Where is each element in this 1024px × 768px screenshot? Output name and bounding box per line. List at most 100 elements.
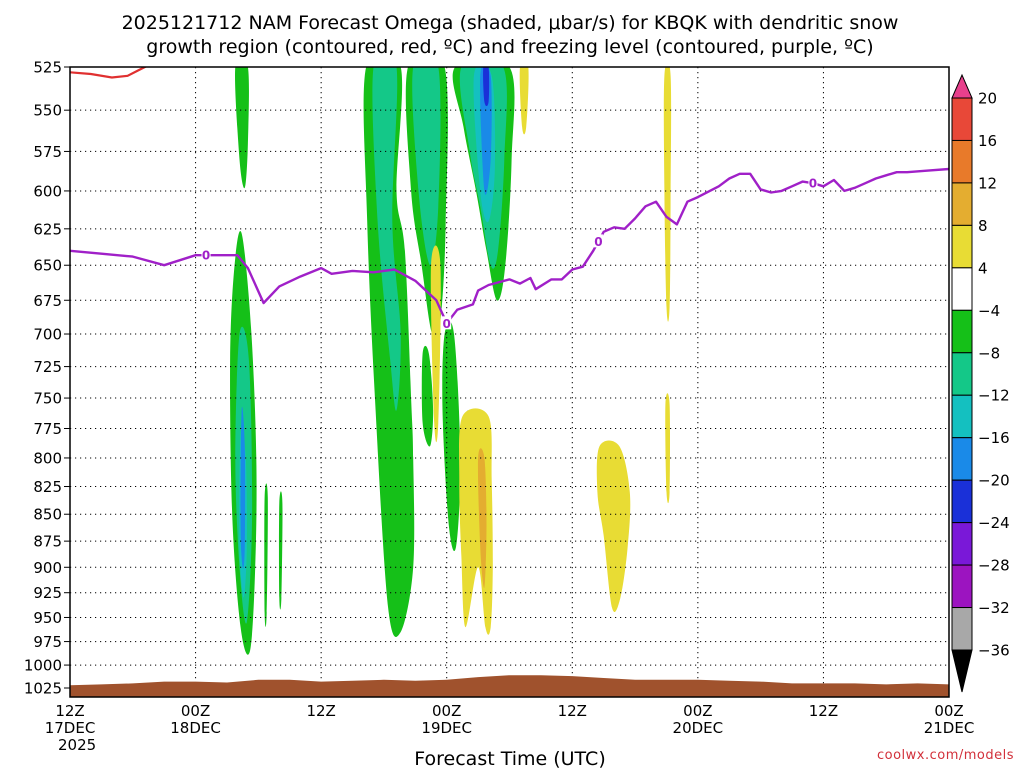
colorbar-top-arrow (951, 73, 973, 99)
colorbar-band-5 (951, 309, 973, 354)
colorbar-band-4 (951, 267, 973, 311)
y-tick-label-700: 700 (33, 326, 62, 344)
y-tick-label-725: 725 (33, 358, 62, 376)
terrain-area (70, 675, 949, 697)
x-tick-label-60-0: 00Z (683, 702, 712, 720)
freezing-level-contour (70, 167, 949, 325)
omega-region-4 (240, 406, 246, 569)
x-tick-label-0-1: 17DEC (45, 719, 96, 737)
colorbar-band-1 (951, 139, 973, 184)
colorbar-band-8 (951, 437, 973, 481)
colorbar-label-12: −32 (978, 599, 1010, 617)
x-tick-label-84-1: 21DEC (924, 719, 975, 737)
y-tick-label-800: 800 (33, 449, 62, 467)
y-tick-label-575: 575 (33, 143, 62, 161)
y-tick-label-850: 850 (33, 506, 62, 524)
x-tick-label-12-0: 00Z (181, 702, 210, 720)
x-tick-label-36-0: 00Z (432, 702, 461, 720)
colorbar-label-3: 8 (978, 217, 988, 235)
colorbar-label-1: 16 (978, 132, 997, 150)
colorbar-band-11 (951, 564, 973, 609)
x-tick-label-24-0: 12Z (306, 702, 335, 720)
x-tick-label-0-2: 2025 (58, 736, 96, 754)
colorbar-label-8: −16 (978, 429, 1010, 447)
x-tick-label-84-0: 00Z (934, 702, 963, 720)
freezing-level-label-2: 0 (594, 235, 602, 249)
y-tick-label-925: 925 (33, 584, 62, 602)
y-tick-label-675: 675 (33, 292, 62, 310)
freezing-level-label-0: 0 (202, 249, 210, 263)
colorbar-label-4: 4 (978, 259, 988, 277)
contour-lines: 0 0 0 0 (70, 67, 949, 331)
x-tick-label-48-0: 12Z (558, 702, 587, 720)
colorbar-band-6 (951, 352, 973, 396)
terrain-ground (70, 675, 949, 697)
y-tick-label-550: 550 (33, 102, 62, 120)
y-tick-label-1025: 1025 (24, 679, 62, 697)
x-tick-label-0-0: 12Z (55, 702, 84, 720)
colorbar-label-11: −28 (978, 557, 1010, 575)
y-tick-label-525: 525 (33, 59, 62, 77)
omega-region-0 (235, 67, 249, 189)
colorbar-label-10: −24 (978, 514, 1010, 532)
omega-region-7 (363, 67, 415, 637)
omega-region-5 (264, 483, 268, 627)
colorbar-label-7: −12 (978, 387, 1010, 405)
y-tick-label-975: 975 (33, 633, 62, 651)
freezing-label-bg (442, 316, 452, 330)
colorbar-label-9: −20 (978, 472, 1010, 490)
colorbar-band-7 (951, 394, 973, 439)
y-axis: 525 550 575 600 625 650 675 700 725 750 775 800 825 8… (24, 59, 70, 697)
colorbar-label-5: −4 (978, 302, 1000, 320)
colorbar-label-13: −36 (978, 642, 1010, 660)
colorbar-band-12 (951, 607, 973, 651)
colorbar-label-6: −8 (978, 344, 1000, 362)
colorbar-bottom-arrow (951, 649, 973, 693)
colorbar-band-0 (951, 97, 973, 141)
omega-region-25 (665, 393, 671, 504)
omega-region-20 (519, 67, 529, 135)
freezing-label-bg (593, 234, 603, 248)
freezing-label-bg (808, 176, 818, 190)
y-tick-label-875: 875 (33, 533, 62, 551)
plot-frame (69, 66, 950, 698)
chart-title-line1: 2025121712 NAM Forecast Omega (shaded, μ… (122, 12, 899, 34)
omega-region-17 (483, 67, 490, 107)
y-tick-label-750: 750 (33, 390, 62, 408)
colorbar-band-9 (951, 479, 973, 524)
omega-region-23 (596, 440, 631, 612)
omega-region-6 (278, 491, 283, 610)
y-tick-label-600: 600 (33, 182, 62, 200)
omega-shading (230, 67, 672, 655)
x-tick-label-72-0: 12Z (809, 702, 838, 720)
omega-region-10 (442, 321, 461, 552)
colorbar-band-3 (951, 224, 973, 269)
y-tick-label-1000: 1000 (24, 657, 62, 675)
y-tick-label-950: 950 (33, 609, 62, 627)
x-tick-label-36-1: 19DEC (421, 719, 472, 737)
y-tick-label-825: 825 (33, 478, 62, 496)
colorbar-legend: 20 16 12 8 4 −4 −8 −12 −16 −20 −24 −28 −32 −36 (951, 73, 1010, 693)
y-tick-label-900: 900 (33, 559, 62, 577)
freezing-level-label-1: 0 (443, 317, 451, 331)
dgz-contour (70, 67, 148, 79)
colorbar-band-10 (951, 522, 973, 566)
colorbar-band-2 (951, 182, 973, 226)
omega-region-24 (663, 67, 672, 322)
omega-region-22 (477, 448, 487, 589)
colorbar-label-0: 20 (978, 90, 997, 108)
colorbar-label-2: 12 (978, 174, 997, 192)
freezing-label-bg (201, 248, 211, 262)
x-tick-label-60-1: 20DEC (673, 719, 724, 737)
chart-title-line2: growth region (contoured, red, ºC) and f… (146, 36, 873, 58)
x-axis-label: Forecast Time (UTC) (414, 748, 605, 768)
freezing-level-label-3: 0 (809, 177, 817, 191)
omega-region-8 (421, 345, 434, 447)
omega-region-19 (430, 245, 441, 443)
omega-region-13 (412, 67, 441, 266)
x-tick-label-12-1: 18DEC (170, 719, 221, 737)
omega-region-12 (372, 67, 401, 411)
y-tick-label-775: 775 (33, 420, 62, 438)
